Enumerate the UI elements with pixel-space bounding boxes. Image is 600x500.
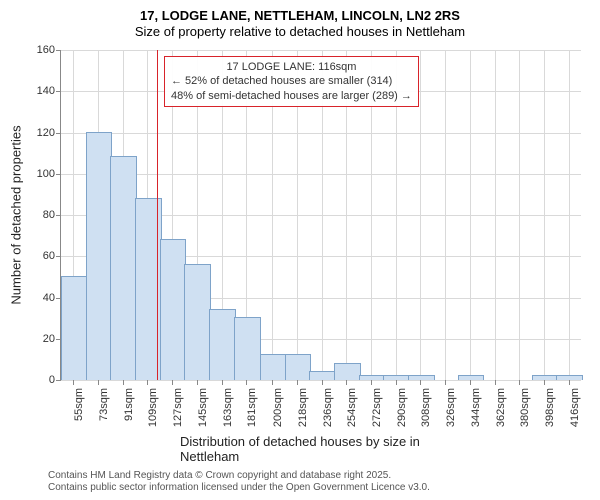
xtick-mark (445, 380, 446, 385)
histogram-bar (234, 317, 261, 380)
xtick-label: 109sqm (147, 388, 159, 427)
footer-line1: Contains HM Land Registry data © Crown c… (48, 470, 430, 482)
annotation-line2: ← 52% of detached houses are smaller (31… (171, 74, 412, 88)
xtick-mark (495, 380, 496, 385)
xtick-label: 163sqm (222, 388, 234, 427)
xtick-mark (569, 380, 570, 385)
xtick-mark (123, 380, 124, 385)
ytick-label: 40 (43, 292, 61, 304)
xtick-mark (322, 380, 323, 385)
xtick-mark (197, 380, 198, 385)
xtick-mark (246, 380, 247, 385)
annotation-line1: 17 LODGE LANE: 116sqm (171, 60, 412, 74)
histogram-bar (110, 156, 137, 380)
xtick-label: 326sqm (445, 388, 457, 427)
xtick-mark (420, 380, 421, 385)
gridline-v (544, 50, 545, 380)
ytick-label: 60 (43, 250, 61, 262)
histogram-bar (334, 363, 361, 381)
xtick-label: 380sqm (519, 388, 531, 427)
histogram-bar (383, 375, 410, 380)
xtick-mark (98, 380, 99, 385)
marker-line (157, 50, 158, 380)
x-axis-label: Distribution of detached houses by size … (180, 434, 460, 464)
title-line2: Size of property relative to detached ho… (0, 24, 600, 40)
xtick-label: 181sqm (246, 388, 258, 427)
xtick-mark (396, 380, 397, 385)
ytick-label: 100 (37, 168, 61, 180)
histogram-bar (458, 375, 485, 380)
ytick-label: 140 (37, 85, 61, 97)
xtick-mark (272, 380, 273, 385)
ytick-label: 0 (49, 374, 61, 386)
footer-attribution: Contains HM Land Registry data © Crown c… (48, 470, 430, 494)
annotation-line3: 48% of semi-detached houses are larger (… (171, 89, 412, 103)
xtick-mark (147, 380, 148, 385)
xtick-label: 55sqm (73, 388, 85, 421)
xtick-label: 91sqm (123, 388, 135, 421)
xtick-mark (172, 380, 173, 385)
xtick-label: 398sqm (544, 388, 556, 427)
xtick-mark (297, 380, 298, 385)
histogram-bar (260, 354, 287, 380)
histogram-bar (285, 354, 312, 380)
histogram-bar (61, 276, 88, 380)
histogram-bar (408, 375, 435, 380)
xtick-label: 127sqm (172, 388, 184, 427)
xtick-label: 272sqm (371, 388, 383, 427)
gridline-v (420, 50, 421, 380)
gridline-v (445, 50, 446, 380)
title-line1: 17, LODGE LANE, NETTLEHAM, LINCOLN, LN2 … (0, 8, 600, 24)
histogram-bar (556, 375, 583, 380)
xtick-label: 145sqm (197, 388, 209, 427)
histogram-bar (532, 375, 559, 380)
xtick-mark (346, 380, 347, 385)
ytick-label: 120 (37, 127, 61, 139)
xtick-mark (470, 380, 471, 385)
ytick-label: 160 (37, 44, 61, 56)
xtick-label: 308sqm (420, 388, 432, 427)
xtick-label: 362sqm (495, 388, 507, 427)
xtick-mark (222, 380, 223, 385)
xtick-mark (73, 380, 74, 385)
xtick-label: 200sqm (272, 388, 284, 427)
histogram-bar (309, 371, 336, 380)
chart-title: 17, LODGE LANE, NETTLEHAM, LINCOLN, LN2 … (0, 0, 600, 39)
histogram-bar (359, 375, 386, 380)
histogram-bar (160, 239, 187, 380)
xtick-label: 254sqm (346, 388, 358, 427)
xtick-label: 344sqm (470, 388, 482, 427)
xtick-mark (544, 380, 545, 385)
annotation-box: 17 LODGE LANE: 116sqm← 52% of detached h… (164, 56, 419, 107)
ytick-label: 20 (43, 333, 61, 345)
xtick-label: 416sqm (569, 388, 581, 427)
gridline-v (470, 50, 471, 380)
histogram-bar (184, 264, 211, 381)
xtick-label: 290sqm (396, 388, 408, 427)
histogram-bar (86, 132, 113, 381)
histogram-bar (209, 309, 236, 380)
y-axis-label: Number of detached properties (9, 125, 24, 304)
ytick-label: 80 (43, 209, 61, 221)
gridline-v (569, 50, 570, 380)
xtick-label: 218sqm (297, 388, 309, 427)
histogram-plot: 02040608010012014016055sqm73sqm91sqm109s… (60, 50, 581, 381)
gridline-v (519, 50, 520, 380)
xtick-label: 73sqm (98, 388, 110, 421)
xtick-mark (519, 380, 520, 385)
gridline-v (495, 50, 496, 380)
footer-line2: Contains public sector information licen… (48, 482, 430, 494)
xtick-label: 236sqm (322, 388, 334, 427)
xtick-mark (371, 380, 372, 385)
